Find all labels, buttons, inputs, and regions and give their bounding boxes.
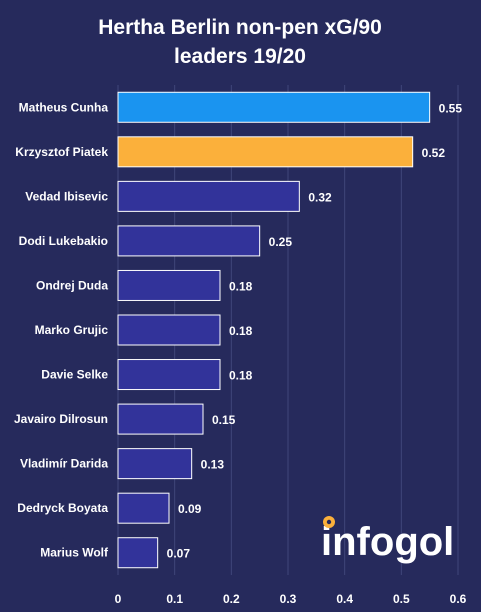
bar xyxy=(117,359,221,391)
category-label: Javairo Dilrosun xyxy=(14,412,108,426)
bar xyxy=(117,91,431,123)
value-label: 0.55 xyxy=(439,101,463,115)
category-label: Davie Selke xyxy=(41,368,108,382)
x-tick-label: 0.6 xyxy=(450,592,467,606)
value-label: 0.25 xyxy=(269,235,293,249)
x-tick-label: 0.2 xyxy=(223,592,240,606)
bar xyxy=(117,225,261,257)
category-label: Marko Grujic xyxy=(35,323,109,337)
football-icon xyxy=(323,516,335,528)
x-tick-label: 0.1 xyxy=(166,592,183,606)
category-label: Dedryck Boyata xyxy=(17,501,108,515)
value-label: 0.13 xyxy=(201,458,225,472)
bar xyxy=(117,314,221,346)
bar xyxy=(117,136,414,168)
bar xyxy=(117,492,170,524)
value-label: 0.09 xyxy=(178,502,202,516)
x-axis-tick-labels: 0 0.1 0.2 0.3 0.4 0.5 0.6 xyxy=(115,592,467,606)
bars xyxy=(117,91,431,569)
bar xyxy=(117,448,193,480)
value-labels: 0.55 0.52 0.32 0.25 0.18 0.18 0.18 0.15 0.13 0.09… xyxy=(167,101,463,560)
category-label: Marius Wolf xyxy=(40,546,109,560)
category-label: Vedad Ibisevic xyxy=(25,189,108,203)
bar xyxy=(117,537,159,569)
bar xyxy=(117,180,300,212)
x-tick-label: 0.5 xyxy=(393,592,410,606)
value-label: 0.18 xyxy=(229,279,253,293)
bar xyxy=(117,403,204,435)
logo-text-gol: gol xyxy=(394,520,454,564)
bar xyxy=(117,269,221,301)
category-label: Matheus Cunha xyxy=(19,100,109,114)
category-label: Vladimír Darida xyxy=(20,457,108,471)
category-label: Krzysztof Piatek xyxy=(15,145,108,159)
category-labels: Matheus Cunha Krzysztof Piatek Vedad Ibise… xyxy=(14,100,109,559)
x-tick-label: 0 xyxy=(115,592,122,606)
chart-title-line-1: Hertha Berlin non-pen xG/90 xyxy=(98,16,382,39)
x-tick-label: 0.3 xyxy=(280,592,297,606)
chart-title: Hertha Berlin non-pen xG/90 leaders 19/2… xyxy=(98,16,382,68)
chart-title-line-2: leaders 19/20 xyxy=(174,45,306,68)
value-label: 0.32 xyxy=(308,190,332,204)
value-label: 0.18 xyxy=(229,369,253,383)
infogol-logo: infogol xyxy=(321,516,454,564)
logo-wordmark: infogol xyxy=(321,520,454,564)
value-label: 0.52 xyxy=(422,146,446,160)
category-label: Ondrej Duda xyxy=(36,278,108,292)
category-label: Dodi Lukebakio xyxy=(19,234,108,248)
value-label: 0.07 xyxy=(167,547,191,561)
value-label: 0.15 xyxy=(212,413,236,427)
x-tick-label: 0.4 xyxy=(336,592,353,606)
value-label: 0.18 xyxy=(229,324,253,338)
logo-text-info: info xyxy=(321,520,394,564)
